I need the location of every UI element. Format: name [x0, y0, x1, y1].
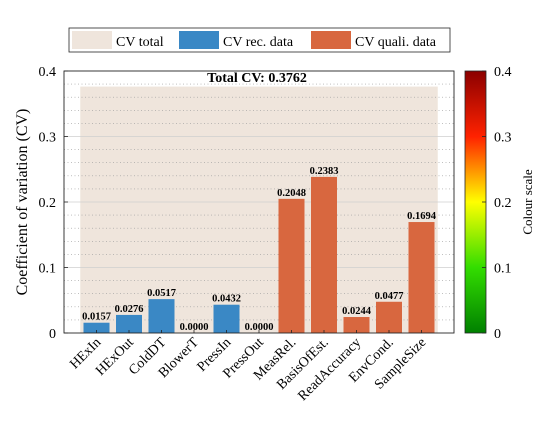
legend-swatch: [72, 31, 112, 49]
bar-envcond: [376, 301, 402, 333]
bar-measrel: [278, 198, 305, 333]
bar-value-label: 0.1694: [407, 211, 437, 222]
total-cv-region: [80, 86, 438, 334]
bar-value-label: 0.2383: [310, 166, 339, 177]
legend-entry-label: CV quali. data: [355, 35, 437, 50]
legend-swatch: [179, 31, 219, 49]
legend-entry-label: CV rec. data: [223, 35, 294, 50]
bar-value-label: 0.0432: [212, 294, 241, 305]
y-tick-label: 0.4: [39, 65, 57, 80]
y-axis-title: Coefficient of variation (CV): [14, 109, 31, 296]
colorbar-tick-label: 0: [494, 327, 501, 342]
legend-swatch: [311, 31, 351, 49]
y-tick-label: 0.2: [39, 196, 57, 211]
bar-value-label: 0.0517: [147, 288, 176, 299]
bar-value-label: 0.0157: [82, 312, 111, 323]
legend-entry-label: CV total: [116, 35, 164, 50]
bar-hexout: [116, 314, 142, 333]
bar-value-label: 0.0000: [180, 322, 209, 333]
y-tick-label: 0.1: [39, 262, 57, 277]
bar-value-label: 0.0244: [342, 306, 372, 317]
bar-value-label: 0.0000: [245, 322, 274, 333]
colorbar-title: Colour scale: [520, 169, 535, 235]
bar-pressin: [213, 304, 240, 333]
bar-value-label: 0.0477: [375, 291, 404, 302]
colorbar-tick-label: 0.4: [494, 65, 512, 80]
bar-value-label: 0.2048: [277, 188, 306, 199]
bar-value-label: 0.0276: [115, 304, 144, 315]
y-tick-label: 0.3: [39, 131, 57, 146]
colorbar-tick-label: 0.1: [494, 262, 512, 277]
colorbar-tick-label: 0.3: [494, 131, 512, 146]
bar-samplesize: [408, 222, 435, 333]
bar-colddt: [148, 299, 175, 333]
y-tick-label: 0: [49, 327, 56, 342]
colorbar-tick-label: 0.2: [494, 196, 512, 211]
bar-basisofest: [311, 176, 337, 333]
bar-readaccuracy: [343, 317, 370, 333]
bar-hexin: [83, 322, 110, 333]
total-cv-annotation: Total CV: 0.3762: [207, 71, 307, 86]
legend-box: [68, 27, 451, 53]
